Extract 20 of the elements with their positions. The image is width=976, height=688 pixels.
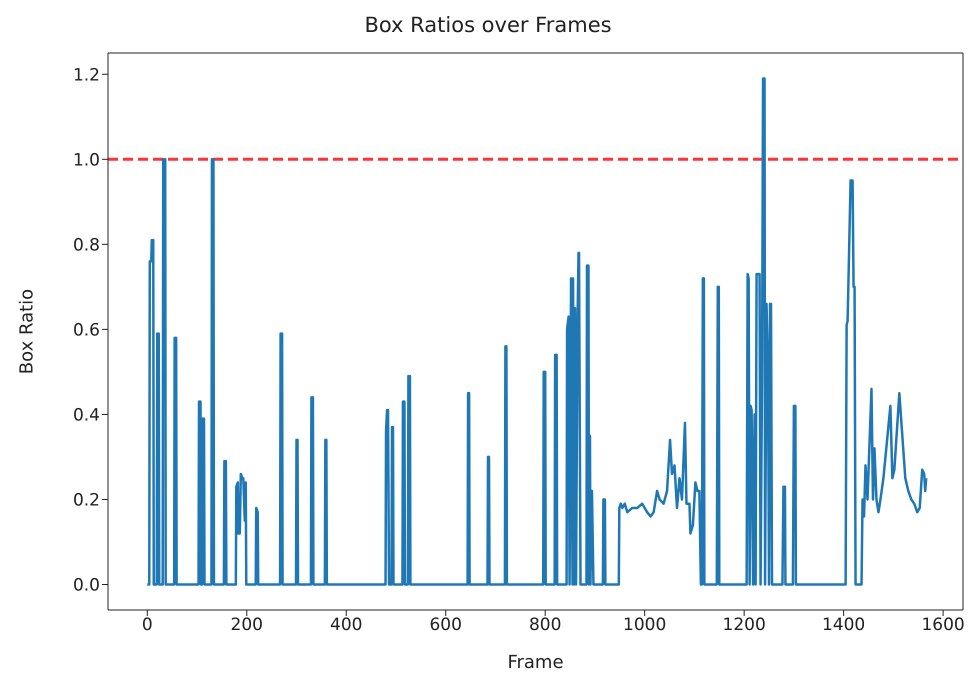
x-tick-label: 800	[528, 615, 562, 636]
y-tick-label: 0.8	[72, 235, 100, 256]
y-tick-label: 0.4	[72, 405, 100, 426]
x-tick-label: 1000	[623, 615, 666, 636]
x-tick-label: 400	[330, 615, 362, 636]
y-tick-label: 1.0	[72, 150, 100, 170]
x-axis-title: Frame	[507, 652, 564, 673]
chart-title: Box Ratios over Frames	[363, 12, 613, 39]
line-series	[146, 77, 928, 586]
x-tick-label: 600	[429, 615, 462, 636]
x-tick-label: 1400	[822, 615, 866, 636]
y-tick-label: 1.2	[72, 65, 100, 86]
y-axis-title: Box Ratio	[16, 288, 38, 374]
x-tick-label: 1200	[722, 615, 766, 636]
y-tick-label: 0.2	[72, 490, 100, 510]
x-tick-label: 1600	[921, 615, 965, 636]
y-tick-label: 0.6	[72, 320, 100, 340]
y-tick-label: 0.0	[72, 576, 100, 596]
x-tick-label: 0	[142, 615, 153, 636]
x-tick-label: 200	[230, 615, 263, 636]
